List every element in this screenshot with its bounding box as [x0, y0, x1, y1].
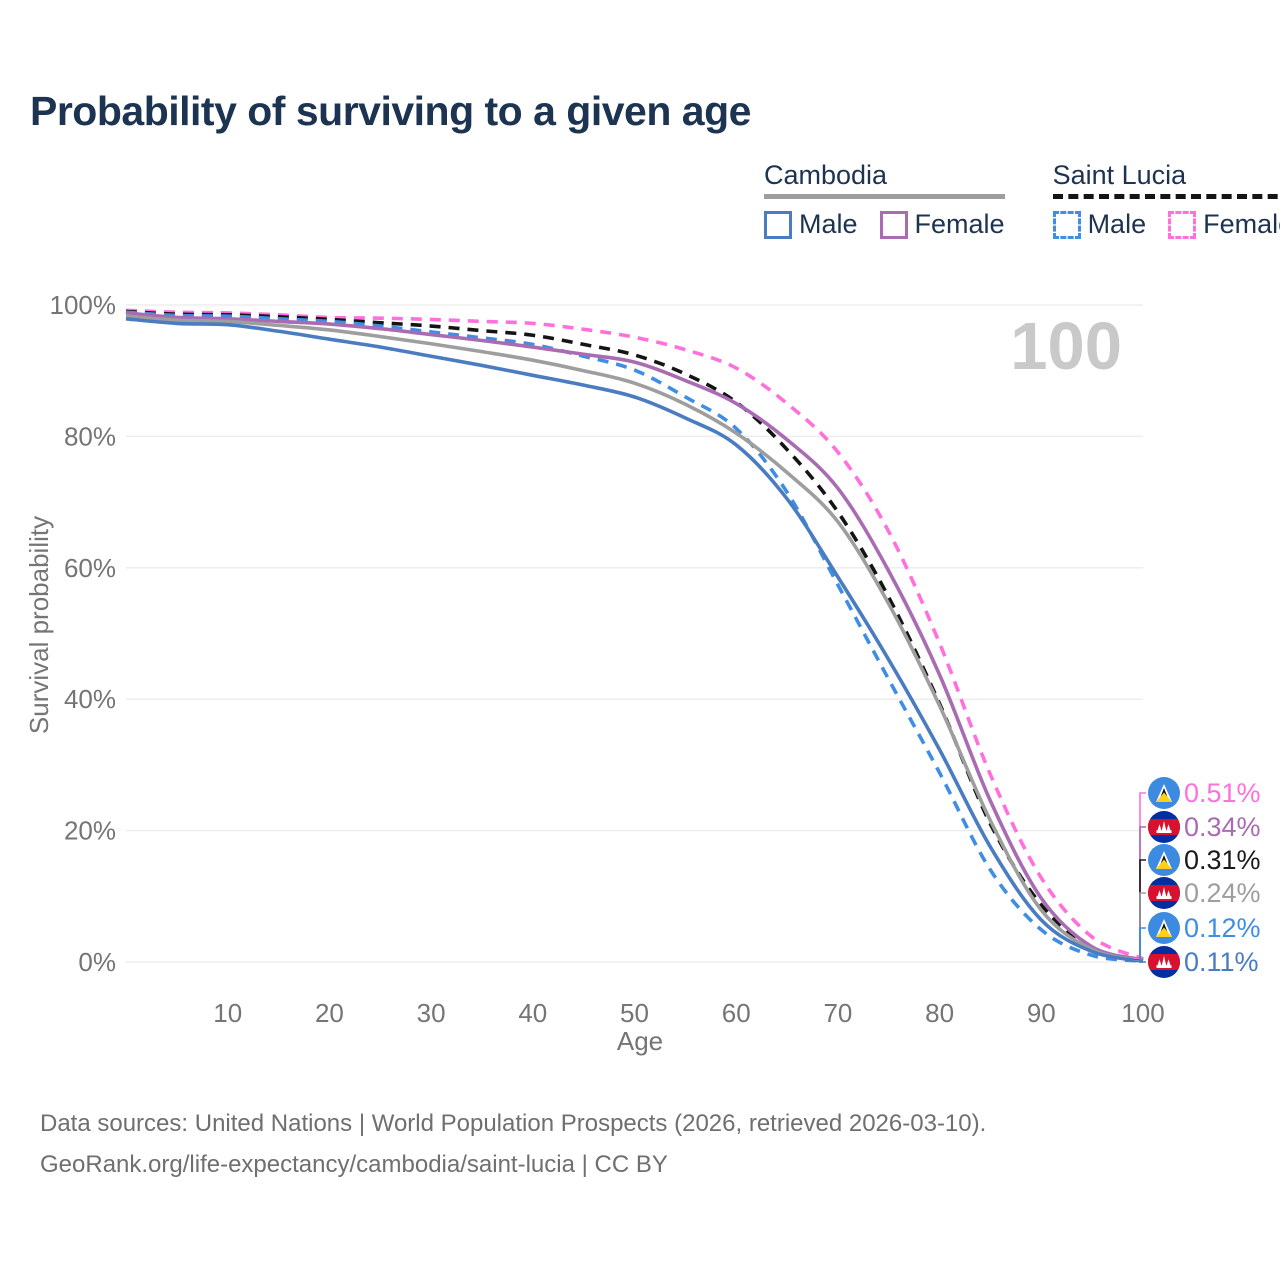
label-connector — [1134, 927, 1146, 963]
saint-lucia-total-line-swatch — [1052, 194, 1280, 199]
watermark-100: 100 — [1010, 309, 1122, 384]
y-tick-label: 0% — [78, 947, 116, 977]
legend-label: Male — [1087, 209, 1147, 239]
chart-title: Probability of surviving to a given age — [30, 88, 751, 134]
series-saint-lucia-male — [125, 310, 1144, 964]
end-value-label: 0.24% — [1184, 878, 1261, 908]
x-axis-title: Age — [617, 1026, 663, 1056]
legend-label: Male — [799, 209, 858, 239]
series-saint-lucia-total — [125, 309, 1144, 962]
series-cambodia-female — [125, 311, 1144, 962]
legend-item-cambodia-male[interactable]: Male — [764, 209, 858, 240]
y-tick-label: 100% — [50, 290, 117, 320]
x-tick-label: 80 — [925, 998, 954, 1028]
y-tick-label: 40% — [64, 684, 116, 714]
y-tick-label: 20% — [64, 816, 116, 846]
data-sources-text: Data sources: United Nations | World Pop… — [40, 1110, 987, 1137]
saint-lucia-flag-icon — [1148, 777, 1180, 809]
saint-lucia-male-swatch-icon — [1052, 210, 1081, 239]
cambodia-total-line-swatch — [764, 194, 1005, 199]
end-value-label: 0.31% — [1184, 845, 1261, 875]
saint-lucia-flag-icon — [1148, 844, 1180, 876]
x-tick-label: 40 — [518, 998, 547, 1028]
saint-lucia-female-swatch-icon — [1168, 210, 1197, 239]
y-axis-title: Survival probability — [24, 516, 54, 734]
legend: Cambodia Male Female Saint Lucia Male — [764, 160, 1280, 240]
saint-lucia-flag-icon — [1148, 912, 1180, 944]
series-saint-lucia-female — [125, 308, 1144, 961]
x-tick-label: 100 — [1121, 998, 1164, 1028]
legend-item-saint-lucia-male[interactable]: Male — [1052, 209, 1147, 240]
end-value-label: 0.12% — [1184, 913, 1261, 943]
legend-item-saint-lucia-female[interactable]: Female — [1168, 209, 1280, 240]
legend-group-saint-lucia: Saint Lucia Male Female — [1052, 160, 1280, 240]
legend-group-title-saint-lucia: Saint Lucia — [1052, 160, 1187, 190]
x-tick-label: 30 — [417, 998, 446, 1028]
x-tick-label: 90 — [1027, 998, 1056, 1028]
y-axis-tick-labels: 0% 20% 40% 60% 80% 100% — [50, 290, 117, 977]
legend-group-title-cambodia: Cambodia — [764, 160, 888, 190]
cambodia-flag-icon — [1148, 811, 1180, 843]
x-tick-label: 70 — [823, 998, 852, 1028]
series-cambodia-total — [125, 314, 1144, 963]
x-axis-tick-labels: 10 20 30 40 50 60 70 80 90 100 — [213, 998, 1164, 1028]
end-value-label: 0.11% — [1184, 947, 1259, 977]
x-tick-label: 10 — [213, 998, 242, 1028]
y-tick-label: 60% — [64, 553, 116, 583]
legend-label: Female — [1203, 209, 1280, 239]
end-value-label: 0.51% — [1184, 778, 1261, 808]
cambodia-flag-icon — [1148, 946, 1180, 978]
series-cambodia-male — [125, 317, 1144, 964]
footer: Data sources: United Nations | World Pop… — [40, 1103, 986, 1185]
x-tick-label: 50 — [620, 998, 649, 1028]
x-tick-label: 20 — [315, 998, 344, 1028]
cambodia-flag-icon — [1148, 877, 1180, 909]
gridlines — [126, 304, 1143, 963]
legend-label: Female — [914, 209, 1005, 239]
legend-group-cambodia: Cambodia Male Female — [764, 160, 1005, 240]
cambodia-female-swatch-icon — [879, 210, 908, 239]
label-connector — [1134, 960, 1146, 963]
survival-curves — [125, 308, 1144, 964]
cambodia-male-swatch-icon — [764, 210, 792, 239]
end-value-label: 0.34% — [1184, 812, 1261, 842]
y-tick-label: 80% — [64, 421, 116, 451]
attribution-link-text[interactable]: GeoRank.org/life-expectancy/cambodia/sai… — [40, 1151, 668, 1178]
x-tick-label: 60 — [722, 998, 751, 1028]
end-value-labels: 0.51% 0.34%0.31%0.24% 0.12% 0.11% — [1134, 777, 1261, 978]
legend-item-cambodia-female[interactable]: Female — [879, 209, 1005, 240]
